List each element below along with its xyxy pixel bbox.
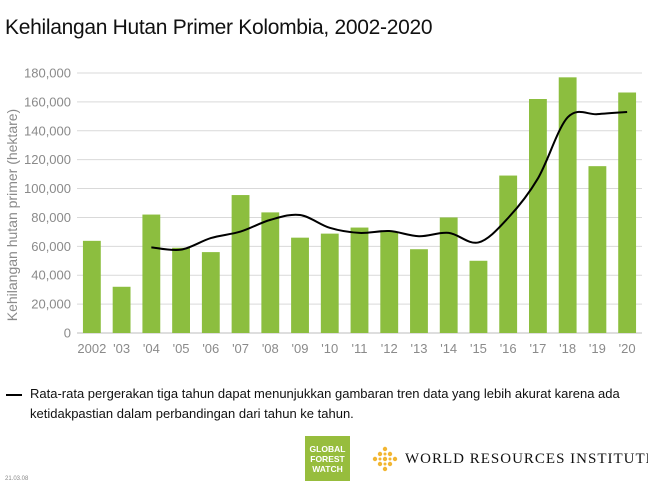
bar-4: [201, 252, 220, 333]
x-tick-label: '12: [381, 341, 398, 356]
y-tick-label: 60,000: [31, 239, 71, 254]
bar-10: [380, 231, 399, 333]
x-tick-label: '20: [619, 341, 636, 356]
y-tick-label: 100,000: [24, 181, 71, 196]
moving-average-line: [151, 110, 628, 252]
x-tick-label: '05: [173, 341, 190, 356]
y-tick-label: 40,000: [31, 268, 71, 283]
bar-17: [588, 166, 607, 333]
x-tick-label: '06: [202, 341, 219, 356]
bar-1: [112, 286, 131, 333]
x-tick-label: '11: [352, 341, 368, 356]
bar-18: [618, 92, 637, 333]
x-tick-label: '19: [589, 341, 606, 356]
gfw-logo-line-2: FOREST: [310, 453, 345, 464]
x-tick-labels: 2002 '03 '04 '05 '06 '07 '08 '09 '10 '11 '12 '13 '14…: [77, 341, 635, 356]
bar-3: [172, 247, 190, 333]
chart-svg: 0 20,000 40,000 60,000 80,000 100,000 120,000 1…: [4, 66, 642, 356]
gfw-logo-line-1: GLOBAL: [309, 443, 346, 454]
legend-text: Rata-rata pergerakan tiga tahun dapat me…: [30, 386, 620, 421]
moving-average-path: [151, 110, 628, 252]
y-tick-labels: 0 20,000 40,000 60,000 80,000 100,000 120,000 1…: [24, 66, 71, 341]
bar-2: [142, 214, 161, 333]
bars: [82, 77, 637, 333]
y-axis-label: Kehilangan hutan primer (hektare): [4, 109, 20, 321]
x-tick-label: '16: [500, 341, 517, 356]
bar-12: [439, 217, 458, 333]
wri-logo-text: WORLD RESOURCES INSTITUTE: [405, 451, 648, 467]
chart-title: Kehilangan Hutan Primer Kolombia, 2002-2…: [5, 16, 433, 39]
bar-7: [291, 237, 309, 333]
x-tick-label: '09: [292, 341, 309, 356]
bar-15: [529, 99, 547, 333]
bar-16: [558, 77, 577, 333]
x-tick-label: '13: [410, 341, 427, 356]
y-tick-label: 180,000: [24, 66, 71, 81]
x-tick-label: '15: [470, 341, 487, 356]
x-tick-label: 2002: [77, 341, 106, 356]
footnote: 21.03.08: [5, 476, 29, 482]
wri-logo-icon: [372, 446, 398, 472]
y-tick-label: 140,000: [24, 123, 71, 138]
x-tick-label: '14: [440, 341, 457, 356]
bar-8: [320, 233, 339, 333]
y-tick-label: 160,000: [24, 94, 71, 109]
bar-6: [261, 212, 280, 333]
x-tick-label: '18: [559, 341, 576, 356]
bar-0: [82, 240, 101, 333]
x-tick-label: '10: [321, 341, 338, 356]
y-tick-label: 0: [64, 326, 71, 341]
bar-9: [350, 227, 369, 333]
y-tick-label: 120,000: [24, 152, 71, 167]
x-tick-label: '08: [262, 341, 279, 356]
bar-14: [499, 175, 518, 333]
x-tick-label: '03: [113, 341, 130, 356]
gfw-logo: GLOBAL FOREST WATCH: [305, 436, 350, 481]
y-tick-label: 80,000: [31, 210, 71, 225]
gfw-logo-line-3: WATCH: [312, 463, 343, 474]
bar-11: [410, 249, 428, 333]
bar-13: [469, 260, 488, 333]
x-tick-label: '04: [143, 341, 160, 356]
x-tick-label: '17: [529, 341, 546, 356]
y-tick-label: 20,000: [31, 297, 71, 312]
x-tick-label: '07: [232, 341, 249, 356]
legend-line-swatch: [6, 394, 22, 396]
bar-5: [231, 195, 250, 333]
